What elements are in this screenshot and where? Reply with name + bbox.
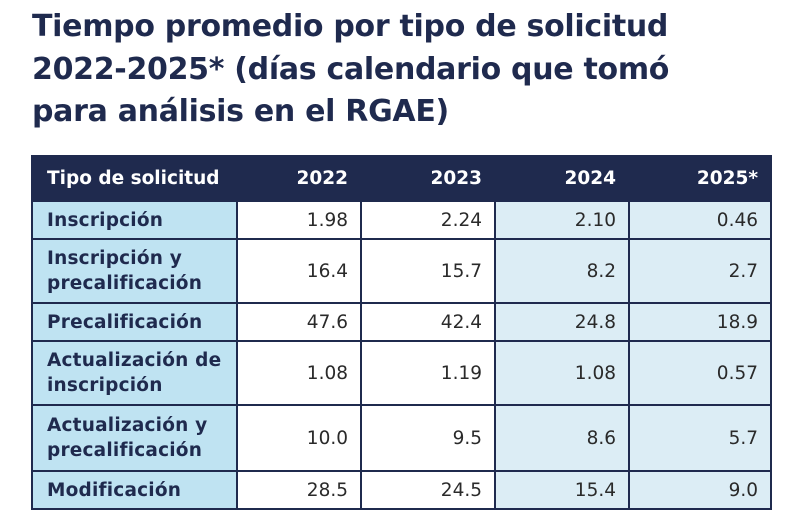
row-label: Actualización y precalificación bbox=[31, 404, 238, 472]
cell-2023: 24.5 bbox=[360, 470, 496, 510]
cell-2025: 0.57 bbox=[628, 340, 772, 406]
cell-2023: 15.7 bbox=[360, 238, 496, 304]
cell-2025: 2.7 bbox=[628, 238, 772, 304]
cell-2024: 1.08 bbox=[494, 340, 630, 406]
cell-2025: 18.9 bbox=[628, 302, 772, 342]
cell-2023: 42.4 bbox=[360, 302, 496, 342]
table-row: Inscripción y precalificación 16.4 15.7 … bbox=[31, 238, 772, 304]
cell-2025: 5.7 bbox=[628, 404, 772, 472]
cell-2022: 1.98 bbox=[236, 200, 362, 240]
row-label: Modificación bbox=[31, 470, 238, 510]
cell-2024: 8.2 bbox=[494, 238, 630, 304]
table-header-row: Tipo de solicitud 2022 2023 2024 2025* bbox=[31, 155, 772, 202]
header-2024: 2024 bbox=[494, 155, 630, 202]
row-label: Inscripción bbox=[31, 200, 238, 240]
header-2023: 2023 bbox=[360, 155, 496, 202]
cell-2022: 10.0 bbox=[236, 404, 362, 472]
row-label: Inscripción y precalificación bbox=[31, 238, 238, 304]
cell-2022: 16.4 bbox=[236, 238, 362, 304]
cell-2024: 2.10 bbox=[494, 200, 630, 240]
cell-2023: 9.5 bbox=[360, 404, 496, 472]
header-2022: 2022 bbox=[236, 155, 362, 202]
title-line-1: Tiempo promedio por tipo de solicitud bbox=[32, 9, 669, 44]
cell-2024: 24.8 bbox=[494, 302, 630, 342]
table-row: Modificación 28.5 24.5 15.4 9.0 bbox=[31, 470, 772, 510]
table-row: Inscripción 1.98 2.24 2.10 0.46 bbox=[31, 200, 772, 240]
cell-2023: 2.24 bbox=[360, 200, 496, 240]
page-title: Tiempo promedio por tipo de solicitud 20… bbox=[32, 6, 772, 134]
title-line-3: para análisis en el RGAE) bbox=[32, 94, 449, 129]
cell-2023: 1.19 bbox=[360, 340, 496, 406]
cell-2022: 47.6 bbox=[236, 302, 362, 342]
cell-2022: 28.5 bbox=[236, 470, 362, 510]
table-row: Actualización de inscripción 1.08 1.19 1… bbox=[31, 340, 772, 406]
request-time-table: Tipo de solicitud 2022 2023 2024 2025* I… bbox=[31, 155, 772, 510]
header-request-type: Tipo de solicitud bbox=[31, 155, 238, 202]
table-row: Actualización y precalificación 10.0 9.5… bbox=[31, 404, 772, 472]
cell-2024: 8.6 bbox=[494, 404, 630, 472]
cell-2024: 15.4 bbox=[494, 470, 630, 510]
table-row: Precalificación 47.6 42.4 24.8 18.9 bbox=[31, 302, 772, 342]
cell-2022: 1.08 bbox=[236, 340, 362, 406]
header-2025: 2025* bbox=[628, 155, 772, 202]
row-label: Precalificación bbox=[31, 302, 238, 342]
cell-2025: 0.46 bbox=[628, 200, 772, 240]
cell-2025: 9.0 bbox=[628, 470, 772, 510]
row-label: Actualización de inscripción bbox=[31, 340, 238, 406]
title-line-2: 2022-2025* (días calendario que tomó bbox=[32, 51, 670, 87]
